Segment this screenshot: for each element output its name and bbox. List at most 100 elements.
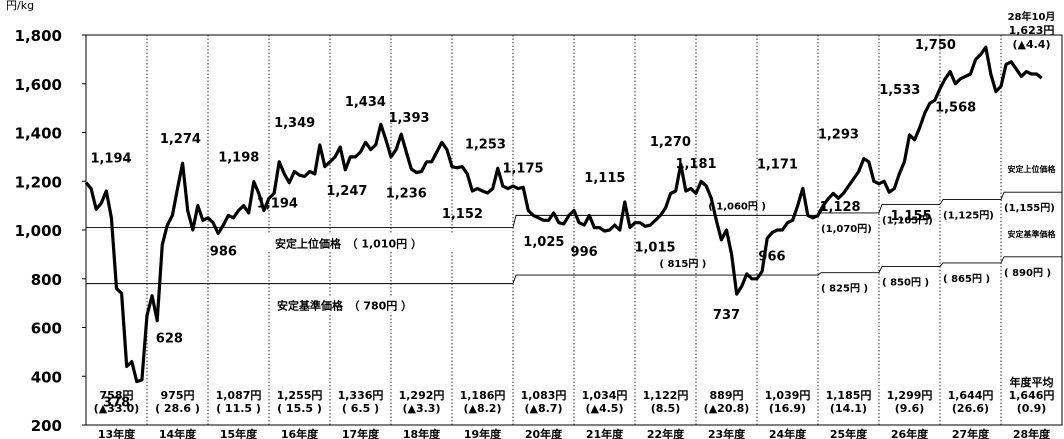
stable-upper-step-label: (1,125円)	[943, 210, 994, 222]
stable-upper-step-label: (1,105円)	[882, 214, 933, 226]
data-label: 1,247	[326, 184, 367, 199]
annual-average-change: (14.1)	[830, 402, 867, 415]
annual-average-change: (▲4.5)	[585, 402, 623, 415]
annual-average-price: 1,083円	[521, 389, 567, 402]
stable-base-step-label: ( 850円 )	[882, 277, 929, 289]
x-tick-label: 26年度	[891, 427, 929, 439]
data-label: 1,750	[915, 38, 956, 53]
y-tick-label: 200	[31, 417, 62, 435]
data-label: 1,152	[442, 207, 483, 222]
annual-average-change: (0.9)	[1017, 402, 1047, 415]
data-label: 1,270	[650, 135, 691, 150]
annual-average-price: 1,644円	[948, 389, 994, 402]
annual-average-price: 1,087円	[216, 389, 262, 402]
x-tick-label: 27年度	[952, 427, 990, 439]
x-tick-label: 19年度	[464, 427, 502, 439]
x-tick-label: 13年度	[98, 427, 136, 439]
annual-average-price: 1,186円	[460, 389, 506, 402]
y-tick-label: 600	[31, 320, 62, 338]
data-label: 1,194	[257, 197, 298, 212]
annual-average-price: 758円	[100, 389, 134, 402]
annual-average-change: (9.6)	[895, 402, 925, 415]
data-label: 1,155	[890, 209, 931, 224]
x-tick-label: 22年度	[647, 427, 685, 439]
data-label: 1,568	[935, 101, 976, 116]
annual-average-price: 975円	[161, 389, 195, 402]
latest-label: 28年10月	[1008, 10, 1056, 23]
data-label: 1,128	[819, 200, 860, 215]
x-tick-label: 14年度	[159, 427, 197, 439]
series	[84, 45, 1043, 384]
annual-average-price: 1,039円	[765, 389, 811, 402]
annual-average-price: 1,299円	[887, 389, 933, 402]
annual-average-price: 889円	[710, 389, 744, 402]
stable-base-label-bg	[270, 296, 440, 313]
latest-price: 1,623円	[1009, 24, 1055, 37]
data-label: 1,293	[818, 128, 859, 143]
stable-base-step-label: ( 865円 )	[943, 273, 990, 285]
annual-average-label: 年度平均	[1010, 375, 1054, 389]
stable-upper-step-label: ( 1,060円 )	[708, 200, 766, 212]
stable-base-legend: 安定基準価格 （ 780円 ）	[277, 299, 412, 313]
data-label: 1,533	[879, 83, 920, 98]
stable-base-short-label: 安定基準価格	[1008, 229, 1057, 239]
data-label: 996	[571, 245, 598, 260]
stable-upper-price-line	[86, 191, 1062, 229]
annual-average-price: 1,122円	[643, 389, 689, 402]
data-label: 1,015	[634, 240, 675, 255]
annual-average-change: ( 6.5 )	[342, 402, 379, 415]
x-tick-label: 18年度	[403, 427, 441, 439]
annual-average-change: (▲3.3)	[402, 402, 440, 415]
data-label: 1,393	[388, 111, 429, 126]
y-tick-label: 1,600	[15, 76, 62, 94]
data-label: 1,025	[523, 235, 564, 250]
reference-lines	[86, 191, 1062, 313]
annual-average-price: 1,034円	[582, 389, 628, 402]
annual-average-change: (16.9)	[769, 402, 806, 415]
data-label: 1,253	[465, 137, 506, 152]
y-tick-label: 400	[31, 368, 62, 386]
x-tick-label: 25年度	[830, 427, 868, 439]
y-tick-label: 1,200	[15, 173, 62, 191]
stable-upper-step-label: (1,155円)	[1004, 202, 1055, 214]
y-tick-label: 800	[31, 271, 62, 289]
x-tick-label: 17年度	[342, 427, 380, 439]
annual-average-change: (▲33.0)	[94, 402, 140, 415]
x-tick-label: 24年度	[769, 427, 807, 439]
data-label: 1,198	[218, 151, 259, 166]
y-tick-label: 1,000	[15, 222, 62, 240]
stable-base-step-label: ( 815円 )	[659, 258, 706, 270]
data-label: 1,434	[345, 95, 386, 110]
y-tick-label: 1,400	[15, 125, 62, 143]
annual-average-change: (▲8.2)	[463, 402, 501, 415]
annual-average-change: (▲20.8)	[704, 402, 750, 415]
price-series-line	[84, 45, 1043, 384]
data-label: 986	[210, 244, 237, 259]
data-label: 1,236	[386, 186, 427, 201]
axis: 円/kg 200 400 600 800 1,000 1,200 1,400 1,600 1,8…	[6, 0, 1051, 439]
stable-upper-label-bg	[268, 234, 496, 251]
annual-average-change: (26.6)	[952, 402, 989, 415]
data-label: 378	[103, 396, 130, 411]
data-label: 1,349	[274, 116, 315, 131]
x-tick-label: 16年度	[281, 427, 319, 439]
stable-upper-legend: 安定上位価格 （ 1,010円 ）	[275, 237, 422, 251]
x-tick-label: 20年度	[525, 427, 563, 439]
annual-average-change: ( 28.6 )	[155, 402, 200, 415]
data-label: 1,175	[502, 161, 543, 176]
stable-upper-short-label: 安定上位価格	[1008, 164, 1057, 174]
data-label: 1,181	[675, 157, 716, 172]
data-label: 1,115	[584, 171, 625, 186]
y-tick-label: 1,800	[15, 27, 62, 45]
stable-base-step-label: ( 890円 )	[1004, 267, 1051, 279]
annual-average-change: (8.5)	[651, 402, 681, 415]
labels: 安定上位価格 （ 1,010円 ） 安定基準価格 （ 780円 ） ( 1,060円…	[90, 10, 1056, 415]
annual-average-price: 1,185円	[826, 389, 872, 402]
x-tick-label: 23年度	[708, 427, 746, 439]
y-axis-label: 円/kg	[6, 0, 34, 12]
data-label: 737	[713, 308, 740, 323]
annual-average-price: 1,336円	[338, 389, 384, 402]
data-label: 1,171	[757, 157, 798, 172]
data-label: 966	[758, 249, 785, 264]
